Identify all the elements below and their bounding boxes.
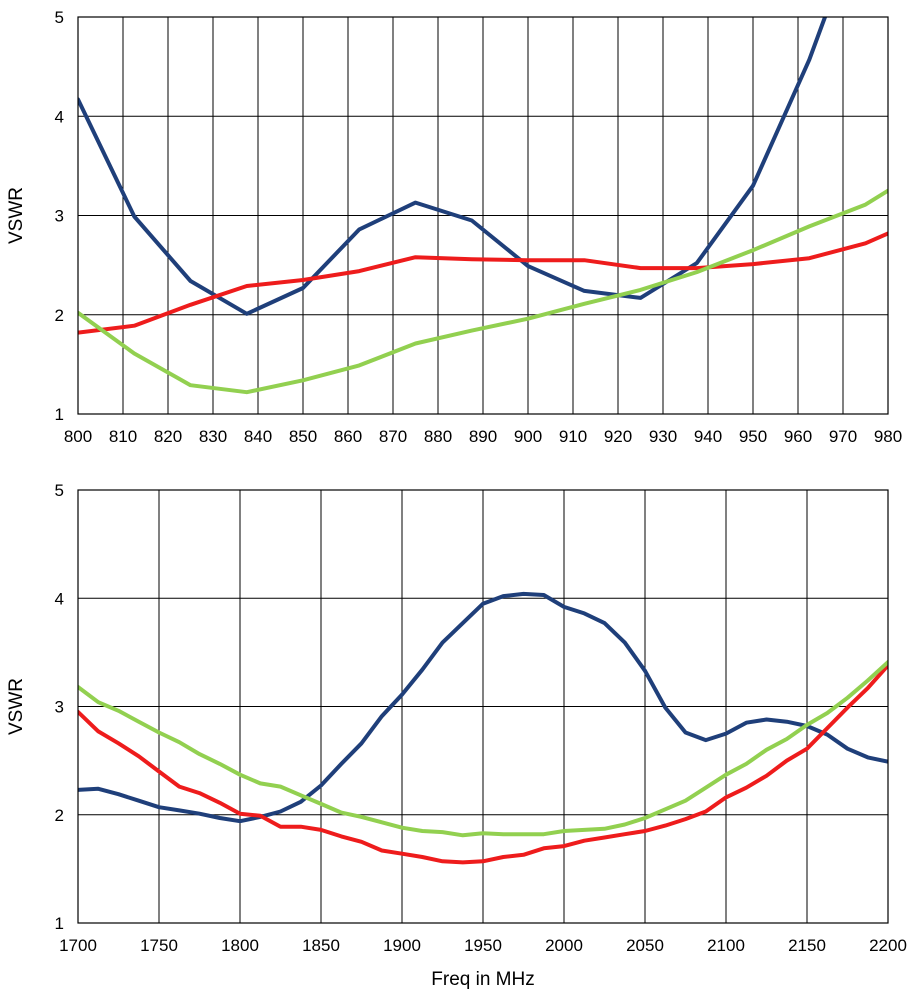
series-line-2 (78, 663, 888, 865)
x-tick-label: 940 (694, 427, 722, 446)
x-tick-label: 2100 (707, 936, 745, 955)
x-tick-label: 900 (514, 427, 542, 446)
x-axis-label: Freq in MHz (431, 969, 534, 990)
y-axis-label: VSWR (6, 187, 27, 244)
x-tick-label: 2000 (545, 936, 583, 955)
x-tick-label: 860 (334, 427, 362, 446)
x-tick-label: 880 (424, 427, 452, 446)
x-tick-label: 980 (874, 427, 902, 446)
y-tick-label: 3 (55, 698, 64, 717)
x-tick-label: 800 (64, 427, 92, 446)
x-tick-label: 960 (784, 427, 812, 446)
x-tick-label: 1700 (59, 936, 97, 955)
x-tick-label: 890 (469, 427, 497, 446)
plot-frame (77, 489, 889, 924)
x-tick-label: 840 (244, 427, 272, 446)
x-tick-label: 2050 (626, 936, 664, 955)
x-tick-label: 850 (289, 427, 317, 446)
x-tick-label: 830 (199, 427, 227, 446)
y-tick-label: 3 (55, 207, 64, 226)
x-tick-label: 810 (109, 427, 137, 446)
plot-frame (77, 16, 889, 415)
series-line-2 (78, 231, 888, 335)
series-line-1 (78, 17, 827, 316)
y-tick-label: 2 (55, 806, 64, 825)
y-tick-label: 4 (55, 107, 64, 126)
x-tick-label: 1800 (221, 936, 259, 955)
gridlines (77, 16, 889, 415)
series-line-3 (78, 660, 888, 838)
x-tick-label: 910 (559, 427, 587, 446)
x-tick-label: 950 (739, 427, 767, 446)
y-tick-label: 5 (55, 481, 64, 500)
y-tick-label: 2 (55, 306, 64, 325)
series-group (78, 591, 888, 865)
x-tick-label: 870 (379, 427, 407, 446)
y-tick-label: 1 (55, 405, 64, 424)
x-tick-label: 2150 (788, 936, 826, 955)
x-tick-label: 2200 (869, 936, 907, 955)
x-tick-label: 930 (649, 427, 677, 446)
chart-1: 1 2 3 4 5 800 810 820 830 840 850 860 870 880 890 900 91… (6, 8, 902, 446)
chart-2: 1 2 3 4 5 1700 1750 1800 1850 1900 1950 2000 2050 210… (6, 481, 907, 990)
y-axis-label: VSWR (6, 678, 27, 735)
x-tick-label: 920 (604, 427, 632, 446)
x-tick-label: 970 (829, 427, 857, 446)
gridlines (77, 489, 889, 924)
y-tick-label: 4 (55, 589, 64, 608)
x-tick-label: 1750 (140, 936, 178, 955)
y-tick-label: 5 (55, 8, 64, 27)
x-tick-label: 1900 (383, 936, 421, 955)
y-tick-label: 1 (55, 914, 64, 933)
series-line-3 (78, 188, 888, 395)
x-tick-label: 820 (154, 427, 182, 446)
x-tick-label: 1950 (464, 936, 502, 955)
series-group (78, 17, 888, 395)
x-tick-label: 1850 (302, 936, 340, 955)
series-line-1 (78, 591, 888, 824)
